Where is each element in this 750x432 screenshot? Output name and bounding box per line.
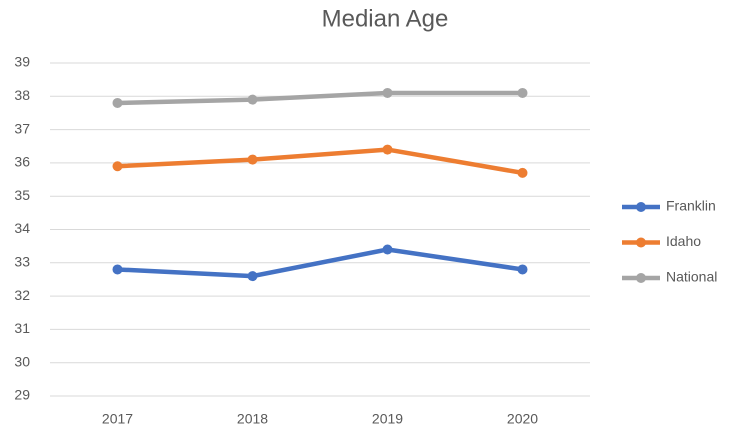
y-tick-label: 30 (14, 353, 30, 369)
y-tick-label: 38 (14, 87, 30, 103)
x-tick-label: 2017 (102, 411, 133, 427)
legend-label: Franklin (666, 198, 716, 214)
data-point (112, 97, 123, 108)
legend-label: National (666, 269, 717, 285)
y-tick-label: 32 (14, 287, 30, 303)
series-line (117, 147, 523, 176)
y-tick-label: 31 (14, 320, 30, 336)
legend-marker (636, 202, 646, 212)
y-tick-label: 39 (14, 54, 30, 70)
data-point (247, 94, 258, 105)
data-point (112, 264, 123, 275)
legend-label: Idaho (666, 233, 701, 249)
y-tick-label: 34 (14, 220, 30, 236)
data-point (247, 154, 258, 165)
x-tick-label: 2018 (237, 411, 268, 427)
data-point (382, 244, 393, 255)
chart-title: Median Age (322, 5, 449, 32)
y-tick-label: 35 (14, 187, 30, 203)
data-point (517, 167, 528, 178)
y-tick-label: 29 (14, 387, 30, 403)
data-point (247, 271, 258, 282)
y-tick-label: 36 (14, 154, 30, 170)
y-tick-label: 37 (14, 120, 30, 136)
data-point (112, 161, 123, 172)
y-tick-label: 33 (14, 254, 30, 270)
data-point (517, 264, 528, 275)
data-point (382, 144, 393, 155)
data-point (517, 87, 528, 98)
x-tick-label: 2020 (507, 411, 538, 427)
data-point (382, 87, 393, 98)
legend-marker (636, 273, 646, 283)
x-tick-label: 2019 (372, 411, 403, 427)
legend-marker (636, 237, 646, 248)
series-line (117, 247, 523, 279)
series-line (117, 90, 523, 106)
